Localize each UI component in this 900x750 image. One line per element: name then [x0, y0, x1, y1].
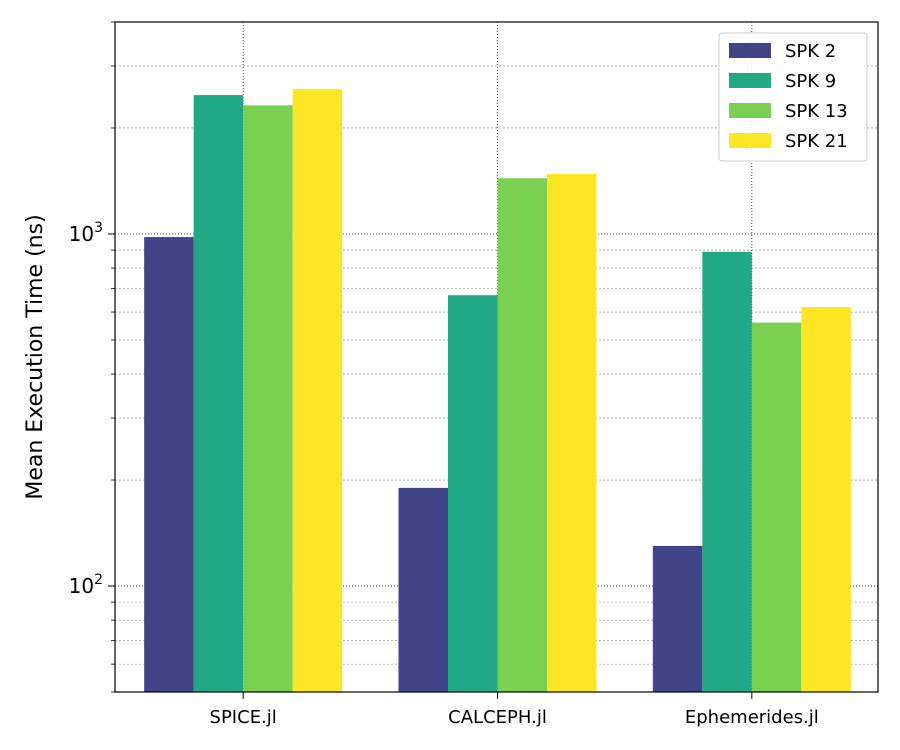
- legend-label: SPK 2: [785, 41, 836, 62]
- bar: [547, 174, 597, 692]
- ticks: 102 103 SPICE.jl CALCEPH.jl Ephemerides.jl: [69, 21, 819, 728]
- bar: [497, 178, 547, 692]
- bar: [292, 89, 343, 693]
- axes: [114, 21, 879, 693]
- bar: [193, 95, 244, 692]
- legend-label: SPK 21: [785, 131, 848, 152]
- y-tick-label: 103: [69, 220, 103, 246]
- legend-swatch: [729, 133, 771, 148]
- legend-swatch: [729, 43, 771, 58]
- legend: SPK 2 SPK 9 SPK 13 SPK 21: [718, 32, 868, 162]
- legend-label: SPK 9: [785, 71, 836, 92]
- x-tick-label: SPICE.jl: [210, 707, 277, 728]
- bar: [144, 237, 194, 692]
- bar: [702, 251, 752, 692]
- y-axis-label: Mean Execution Time (ns): [23, 214, 48, 499]
- y-tick-label: 102: [69, 572, 103, 598]
- legend-swatch: [729, 103, 771, 118]
- x-tick-label: CALCEPH.jl: [448, 707, 547, 728]
- bar: [398, 487, 448, 692]
- bars: [144, 89, 851, 693]
- legend-label: SPK 13: [785, 101, 848, 122]
- bar: [801, 307, 851, 692]
- legend-swatch: [729, 73, 771, 88]
- x-tick-label: Ephemerides.jl: [685, 707, 819, 728]
- bar: [652, 545, 703, 692]
- bar: [243, 105, 293, 693]
- bar: [751, 322, 802, 692]
- plot-frame: [114, 21, 879, 693]
- legend-box: [718, 32, 868, 162]
- bar: [448, 295, 498, 692]
